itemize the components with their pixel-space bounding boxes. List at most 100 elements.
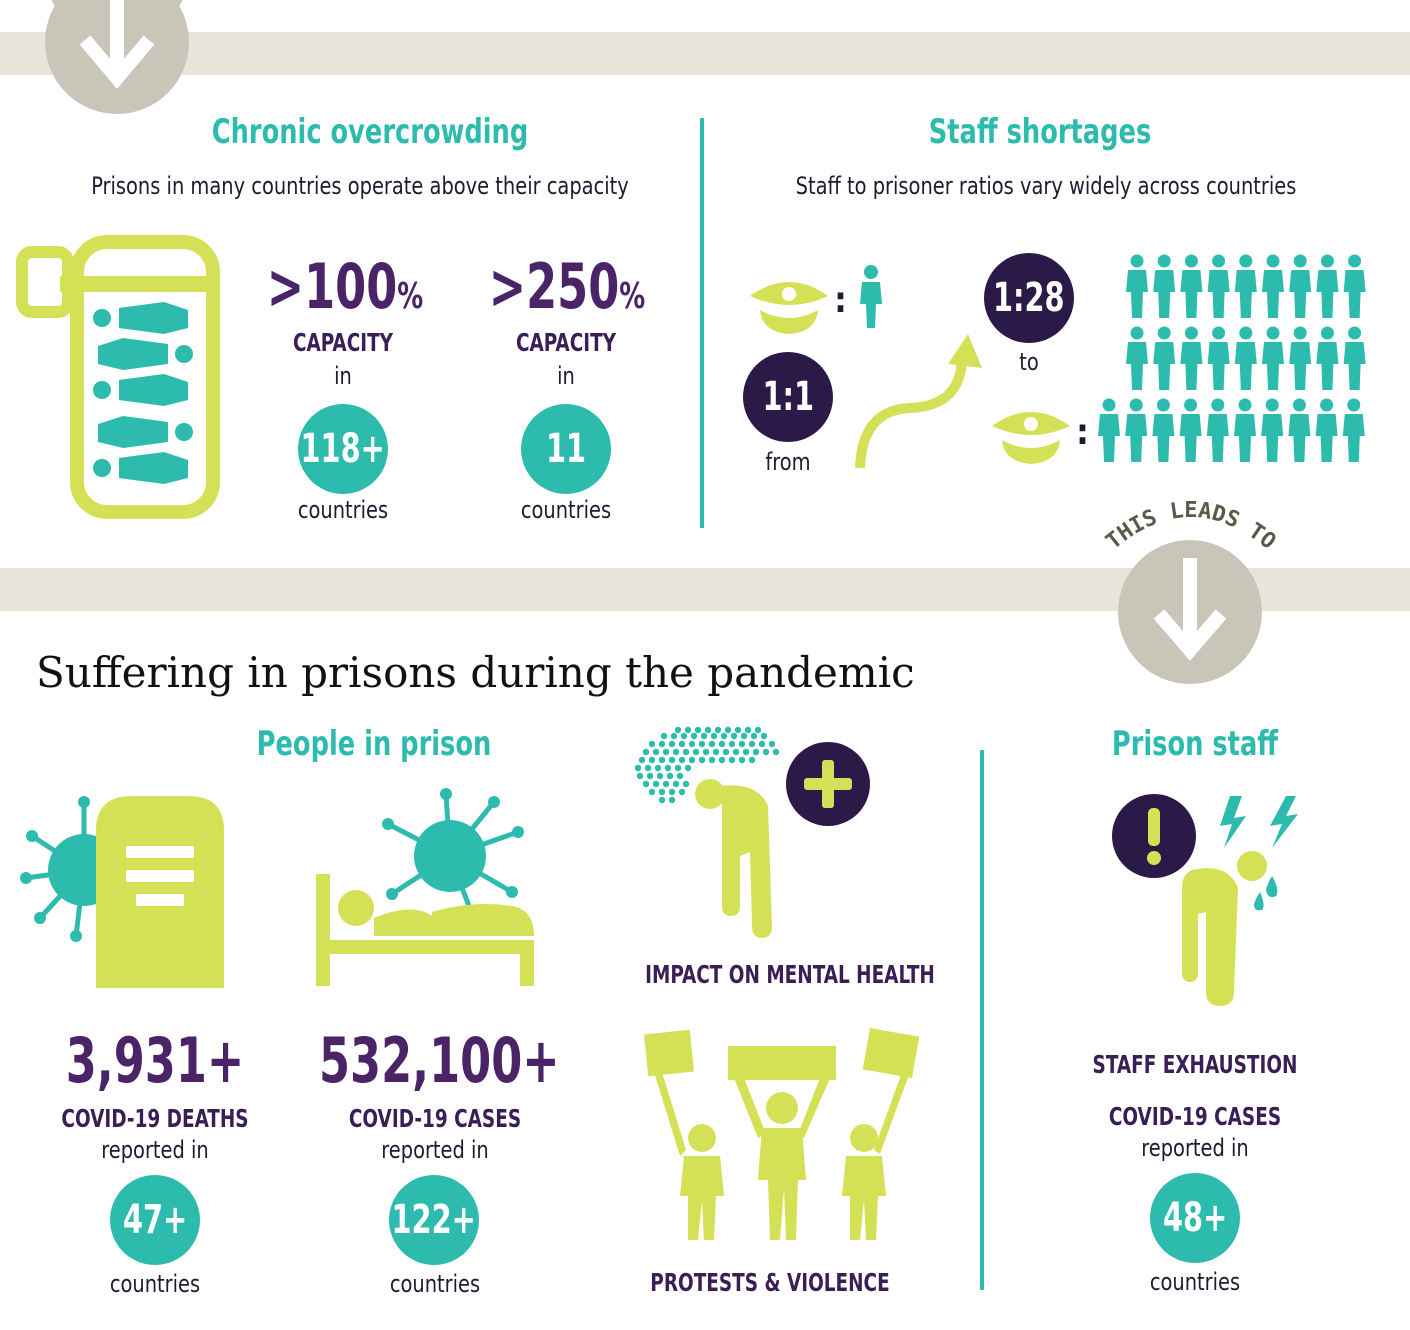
spray-dot (652, 748, 660, 756)
prisoner-figure-icon (1207, 326, 1230, 390)
count-label-1: countries (297, 496, 389, 524)
spray-dot (760, 732, 768, 740)
mental-health-icon (634, 726, 870, 938)
ratio-colon-1: : (834, 280, 847, 321)
ratio-badge-to: 1:28 (984, 253, 1074, 343)
prisoner-figure-icon (1180, 254, 1203, 318)
spray-dot (752, 748, 760, 756)
spray-dot (676, 772, 684, 780)
prisoner-figure-icon (1262, 254, 1284, 318)
staff-exhaustion-label: STAFF EXHAUSTION (1092, 1050, 1298, 1079)
spray-dot (714, 726, 722, 734)
cases-label: COVID-19 CASES (348, 1104, 522, 1133)
spray-dot (668, 788, 676, 796)
ratio-to-label: to (1019, 348, 1039, 376)
mental-health-label: IMPACT ON MENTAL HEALTH (645, 960, 935, 989)
staff-exhaustion-icon (1112, 794, 1298, 1006)
spray-dot (652, 780, 660, 788)
cases-sub: reported in (381, 1136, 489, 1164)
spray-dot (748, 740, 756, 748)
prisoner-figure-icon (1207, 254, 1230, 318)
prisoner-figure-icon (1342, 398, 1365, 462)
count-badge-1: 118+ (298, 404, 388, 494)
prisoner-figure-icon (1316, 254, 1339, 318)
spray-dot (722, 748, 730, 756)
spray-dot (698, 740, 706, 748)
spray-dot (762, 748, 770, 756)
prisoner-figure-icon (1343, 254, 1366, 318)
protest-crowd-icon (643, 1027, 920, 1240)
prisoner-figure-icon (1315, 398, 1338, 462)
prisoner-figure-icon (1234, 398, 1256, 462)
spray-dot (658, 740, 666, 748)
prisoner-figure-icon (1261, 398, 1284, 462)
spray-dot (704, 726, 712, 734)
spray-dot (636, 772, 644, 780)
count-badge-2: 11 (521, 404, 611, 494)
spray-dot (754, 726, 762, 734)
ratio-colon-2: : (1076, 412, 1089, 453)
section-divider-bottom (980, 750, 984, 1290)
prisoner-figure-icon (1153, 254, 1176, 318)
spray-dot (674, 726, 682, 734)
prisoner-icon (860, 265, 882, 328)
cases-count-label: countries (389, 1270, 481, 1298)
prisoner-grid (1098, 254, 1366, 462)
spray-dot (646, 772, 654, 780)
prison-cell-icon (16, 235, 220, 519)
spray-dot (666, 772, 674, 780)
prisoner-figure-icon (1126, 254, 1148, 318)
spray-dot (710, 732, 718, 740)
spray-dot (758, 740, 766, 748)
spray-dot (648, 740, 656, 748)
capacity-connector-2: in (557, 362, 575, 390)
spray-dot (698, 756, 706, 764)
people-in-prison-title: People in prison (256, 724, 492, 764)
prisoner-figure-icon (1289, 326, 1312, 390)
spray-dot (668, 756, 676, 764)
spray-dot (648, 788, 656, 796)
prisoner-figure-icon (1152, 398, 1175, 462)
prison-staff-title: Prison staff (1111, 724, 1279, 764)
prisoner-figure-icon (1180, 326, 1203, 390)
spray-dot (688, 756, 696, 764)
spray-dot (648, 756, 656, 764)
tombstone-virus-icon (20, 796, 224, 988)
staff-count-label: countries (1149, 1268, 1241, 1296)
down-arrow-icon (45, 0, 189, 114)
spray-dot (750, 732, 758, 740)
spray-dot (690, 732, 698, 740)
staff-shortages-title: Staff shortages (928, 112, 1152, 152)
prisoner-figure-icon (1234, 254, 1257, 318)
staff-cases-sub: reported in (1141, 1134, 1249, 1162)
spray-dot (728, 756, 736, 764)
prisoner-figure-icon (1126, 326, 1148, 390)
spray-dot (662, 748, 670, 756)
spray-dot (684, 726, 692, 734)
cases-count-badge: 122+ (389, 1175, 479, 1265)
capacity-stat-1: >100% (266, 250, 424, 323)
spray-dot (724, 726, 732, 734)
deaths-count-badge: 47+ (110, 1175, 200, 1265)
spray-dot (728, 740, 736, 748)
capacity-label-2: CAPACITY (515, 328, 617, 357)
spray-dot (684, 764, 692, 772)
spray-dot (692, 748, 700, 756)
capacity-connector-1: in (334, 362, 352, 390)
staff-count-badge: 48+ (1150, 1173, 1240, 1263)
prisoner-figure-icon (1098, 398, 1120, 462)
spray-dot (658, 756, 666, 764)
spray-dot (772, 748, 780, 756)
spray-dot (730, 732, 738, 740)
prisoner-figure-icon (1316, 326, 1339, 390)
spray-dot (718, 756, 726, 764)
spray-dot (658, 788, 666, 796)
spray-dot (642, 748, 650, 756)
spray-dot (682, 748, 690, 756)
spray-dot (634, 764, 642, 772)
spray-dot (748, 756, 756, 764)
spray-dot (712, 748, 720, 756)
staff-cases-label: COVID-19 CASES (1108, 1102, 1282, 1131)
spray-dot (682, 780, 690, 788)
ratio-from-label: from (765, 448, 811, 476)
